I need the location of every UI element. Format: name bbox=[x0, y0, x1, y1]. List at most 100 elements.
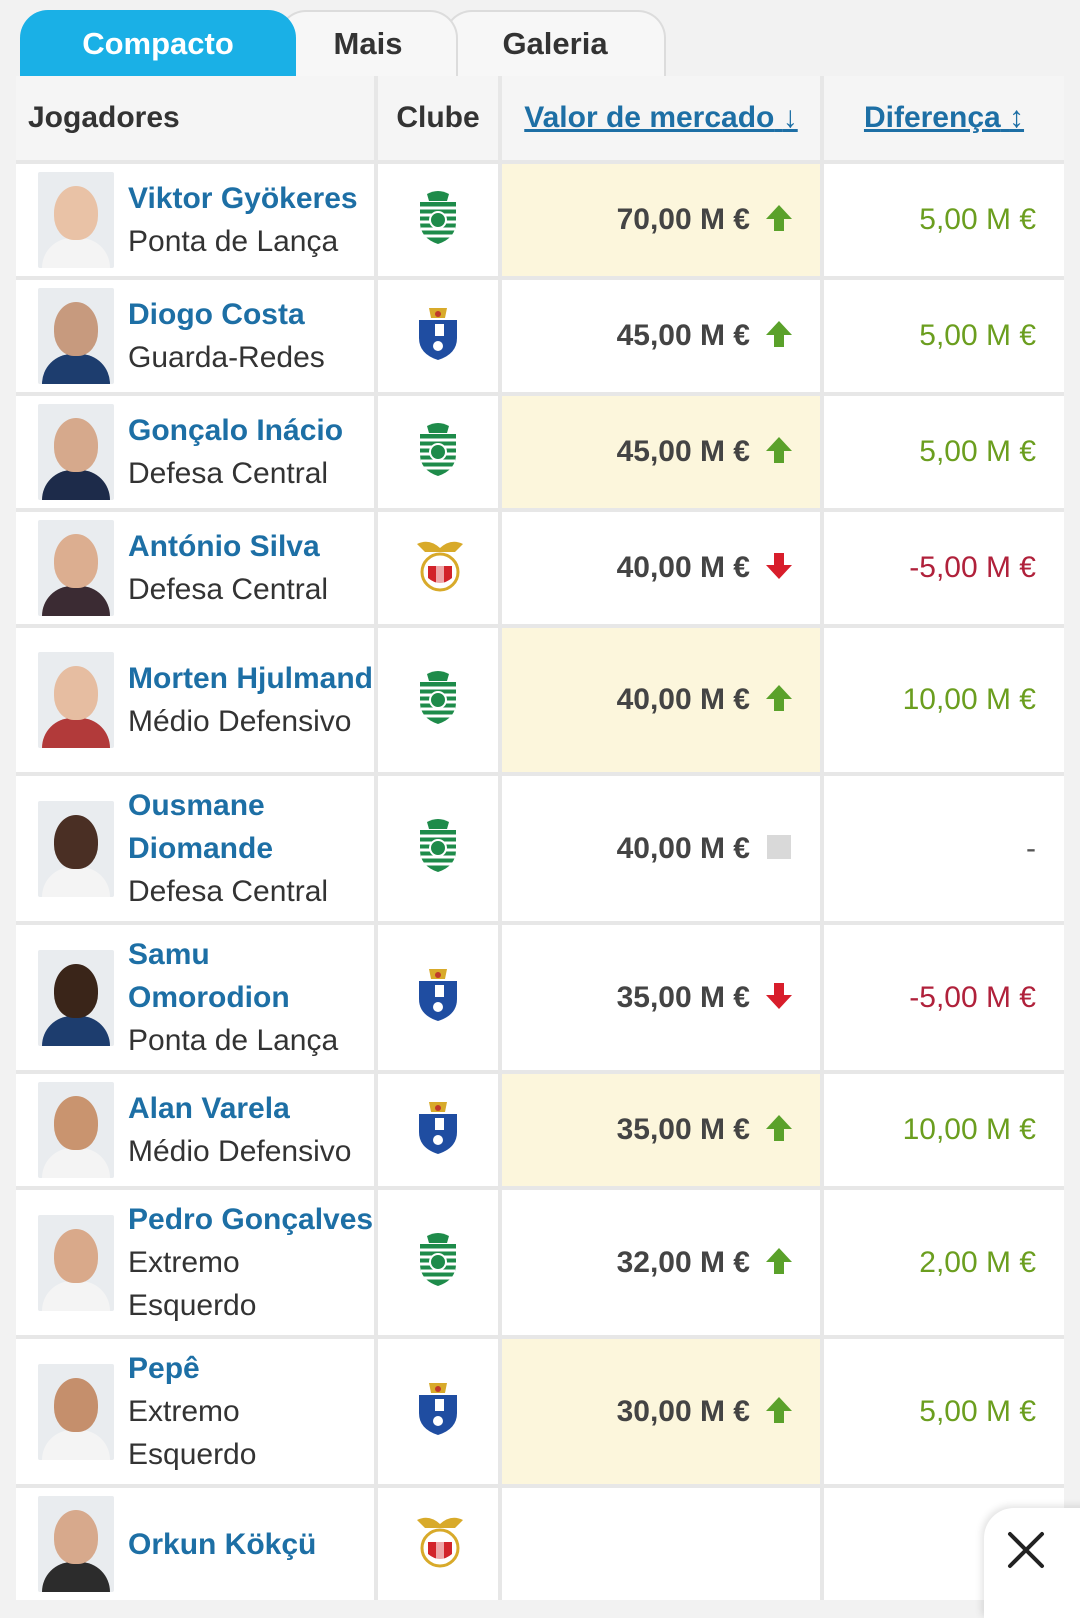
column-header-market-value[interactable]: Valor de mercado ↓ bbox=[502, 76, 824, 160]
player-cell: Pedro Gonçalves Extremo Esquerdo bbox=[16, 1186, 378, 1335]
player-name-link[interactable]: Viktor Gyökeres bbox=[128, 182, 358, 215]
trend-up-icon bbox=[766, 437, 792, 463]
table-row: Morten Hjulmand Médio Defensivo 40,00 M € 1… bbox=[16, 624, 1064, 772]
porto-crest-icon[interactable] bbox=[415, 1381, 461, 1437]
difference-value: -5,00 M € bbox=[909, 551, 1036, 584]
sporting-crest-icon[interactable] bbox=[415, 1232, 461, 1288]
market-value-cell: 40,00 M € bbox=[502, 508, 824, 624]
difference-value: 5,00 M € bbox=[919, 319, 1036, 352]
difference-cell: 5,00 M € bbox=[824, 1335, 1064, 1484]
market-value: 40,00 M € bbox=[616, 683, 750, 716]
club-cell bbox=[378, 1335, 502, 1484]
table-row: Ousmane Diomande Defesa Central 40,00 M € - bbox=[16, 772, 1064, 921]
player-position: Médio Defensivo bbox=[128, 705, 352, 738]
player-name-link[interactable]: Pedro Gonçalves bbox=[128, 1203, 374, 1236]
difference-value: 10,00 M € bbox=[902, 683, 1036, 716]
sporting-crest-icon[interactable] bbox=[415, 422, 461, 478]
sporting-crest-icon[interactable] bbox=[415, 190, 461, 246]
column-header-club: Clube bbox=[378, 76, 502, 160]
sort-down-icon: ↓ bbox=[782, 101, 798, 134]
sort-both-icon: ↕ bbox=[1009, 101, 1025, 134]
player-photo bbox=[38, 1082, 114, 1178]
player-position: Médio Defensivo bbox=[128, 1135, 352, 1168]
trend-up-icon bbox=[766, 1396, 792, 1423]
player-cell: Viktor Gyökeres Ponta de Lança bbox=[16, 160, 378, 276]
difference-cell: 5,00 M € bbox=[824, 160, 1064, 276]
table-header-row: Jogadores Clube Valor de mercado ↓ Difer… bbox=[16, 76, 1064, 160]
player-name-link[interactable]: Alan Varela bbox=[128, 1092, 290, 1125]
player-position: Defesa Central bbox=[128, 573, 329, 606]
tab-compacto[interactable]: Compacto bbox=[20, 10, 296, 76]
market-value-cell: 40,00 M € bbox=[502, 772, 824, 921]
player-cell: Orkun Kökçü bbox=[16, 1484, 378, 1600]
table-row: Pepê Extremo Esquerdo 30,00 M € 5,00 M € bbox=[16, 1335, 1064, 1484]
market-value-cell: 32,00 M € bbox=[502, 1186, 824, 1335]
club-cell bbox=[378, 160, 502, 276]
player-name-link[interactable]: Diogo Costa bbox=[128, 298, 305, 331]
player-name-link[interactable]: Samu Omorodion bbox=[128, 938, 290, 1014]
player-name-link[interactable]: Orkun Kökçü bbox=[128, 1527, 317, 1561]
column-header-difference[interactable]: Diferença ↕ bbox=[824, 76, 1064, 160]
players-table: Jogadores Clube Valor de mercado ↓ Difer… bbox=[16, 76, 1064, 1600]
porto-crest-icon[interactable] bbox=[415, 967, 461, 1023]
difference-value: 5,00 M € bbox=[919, 435, 1036, 468]
table-row: Alan Varela Médio Defensivo 35,00 M € 10,00… bbox=[16, 1070, 1064, 1186]
difference-cell: -5,00 M € bbox=[824, 921, 1064, 1070]
table-row: António Silva Defesa Central 40,00 M € -5,0… bbox=[16, 508, 1064, 624]
player-name-link[interactable]: Pepê bbox=[128, 1352, 200, 1385]
club-cell bbox=[378, 276, 502, 392]
difference-cell: - bbox=[824, 772, 1064, 921]
view-tabs: Compacto Mais Galeria bbox=[16, 10, 1064, 76]
trend-up-icon bbox=[766, 205, 792, 231]
benfica-crest-icon[interactable] bbox=[415, 1514, 463, 1570]
benfica-crest-icon[interactable] bbox=[415, 538, 463, 594]
tab-galeria[interactable]: Galeria bbox=[444, 10, 666, 76]
difference-cell: 5,00 M € bbox=[824, 276, 1064, 392]
tab-mais[interactable]: Mais bbox=[278, 10, 458, 76]
trend-down-icon bbox=[766, 553, 792, 579]
club-cell bbox=[378, 1484, 502, 1600]
player-name-link[interactable]: Ousmane Diomande bbox=[128, 789, 274, 865]
market-value: 45,00 M € bbox=[616, 435, 750, 468]
porto-crest-icon[interactable] bbox=[415, 306, 461, 362]
market-value-cell: 40,00 M € bbox=[502, 624, 824, 772]
close-icon bbox=[1008, 1532, 1044, 1568]
player-position: Defesa Central bbox=[128, 875, 329, 908]
player-name-link[interactable]: António Silva bbox=[128, 530, 320, 563]
difference-cell: 10,00 M € bbox=[824, 624, 1064, 772]
difference-value: -5,00 M € bbox=[909, 980, 1036, 1014]
difference-cell: 2,00 M € bbox=[824, 1186, 1064, 1335]
club-cell bbox=[378, 921, 502, 1070]
club-cell bbox=[378, 508, 502, 624]
sort-market-value-link[interactable]: Valor de mercado ↓ bbox=[524, 101, 798, 134]
market-value-cell: 35,00 M € bbox=[502, 921, 824, 1070]
player-name-link[interactable]: Morten Hjulmand bbox=[128, 662, 373, 695]
player-name-link[interactable]: Gonçalo Inácio bbox=[128, 414, 344, 447]
market-value-cell: 35,00 M € bbox=[502, 1070, 824, 1186]
close-button[interactable] bbox=[984, 1508, 1080, 1618]
club-cell bbox=[378, 1070, 502, 1186]
market-value-cell bbox=[502, 1484, 824, 1600]
player-photo bbox=[38, 520, 114, 616]
player-photo bbox=[38, 404, 114, 500]
trend-up-icon bbox=[766, 321, 792, 347]
player-photo bbox=[38, 652, 114, 748]
difference-value: 2,00 M € bbox=[919, 1245, 1036, 1279]
player-photo bbox=[38, 288, 114, 384]
sort-difference-link[interactable]: Diferença ↕ bbox=[863, 101, 1025, 134]
player-photo bbox=[38, 800, 114, 897]
market-value: 32,00 M € bbox=[616, 1245, 750, 1279]
market-value: 45,00 M € bbox=[616, 319, 750, 352]
difference-value: 5,00 M € bbox=[919, 1394, 1036, 1428]
porto-crest-icon[interactable] bbox=[415, 1100, 461, 1156]
player-cell: Ousmane Diomande Defesa Central bbox=[16, 772, 378, 921]
table-row: Pedro Gonçalves Extremo Esquerdo 32,00 M €… bbox=[16, 1186, 1064, 1335]
sporting-crest-icon[interactable] bbox=[415, 670, 461, 726]
table-row: Samu Omorodion Ponta de Lança 35,00 M € -5,… bbox=[16, 921, 1064, 1070]
club-cell bbox=[378, 772, 502, 921]
player-position: Guarda-Redes bbox=[128, 341, 325, 374]
sporting-crest-icon[interactable] bbox=[415, 818, 461, 874]
club-cell bbox=[378, 392, 502, 508]
difference-cell: 10,00 M € bbox=[824, 1070, 1064, 1186]
table-body: Viktor Gyökeres Ponta de Lança 70,00 M € 5,… bbox=[16, 160, 1064, 1600]
